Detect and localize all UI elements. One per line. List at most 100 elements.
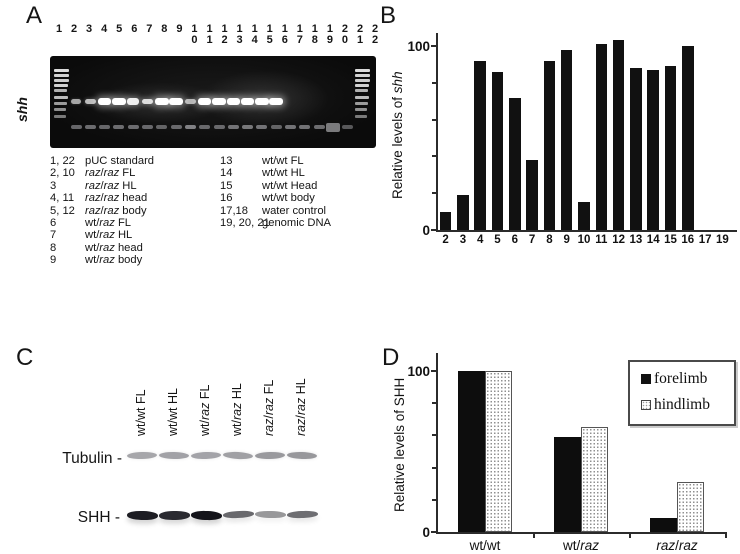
gel-lower-band xyxy=(142,124,153,130)
x-tick-label: 3 xyxy=(459,234,467,246)
x-tick-label: 10 xyxy=(577,234,591,246)
y-tick xyxy=(431,229,436,231)
lane-key-label: pUC standard xyxy=(85,155,155,167)
x-category-tick xyxy=(629,532,631,538)
x-tick-label: 6 xyxy=(511,234,518,246)
legend-label-forelimb: forelimb xyxy=(654,370,708,387)
tubulin-row-label: Tubulin - xyxy=(62,450,122,467)
lane-key-numbers: 19, 20, 21 xyxy=(220,217,270,229)
lane-key-row: 6 wt/raz FL xyxy=(50,217,131,229)
ladder-rung xyxy=(54,89,67,92)
panel-a-label: A xyxy=(26,2,43,29)
lane-key-row: 5, 12 raz/raz body xyxy=(50,205,147,217)
ladder-rung xyxy=(54,69,69,72)
bar-lane-4 xyxy=(474,60,486,230)
lane-key-numbers: 8 xyxy=(50,241,57,254)
lane-key-numbers: 2, 10 xyxy=(50,167,75,180)
legend-swatch-forelimb xyxy=(641,374,651,384)
gel-lower-band xyxy=(170,124,182,130)
bar-lane-14 xyxy=(647,69,659,230)
shh-band xyxy=(197,97,212,106)
y-tick xyxy=(431,45,436,47)
x-tick-label: 12 xyxy=(612,234,625,246)
y-minor-tick xyxy=(432,155,436,158)
lane-key-numbers: 17,18 xyxy=(220,204,248,217)
gel-image xyxy=(50,56,376,148)
x-tick-label: 5 xyxy=(494,234,501,246)
x-tick-label: 7 xyxy=(528,234,536,246)
lane-key-row: 15 wt/wt Head xyxy=(220,180,317,192)
hindlimb-bar-1 xyxy=(581,427,608,532)
lane-key-label: wt/raz HL xyxy=(85,229,133,242)
shh-band xyxy=(112,97,126,106)
ladder-rung xyxy=(54,84,68,87)
ladder-rung xyxy=(355,108,367,111)
lane-key-numbers: 7 xyxy=(50,229,57,242)
lane-key-label: genomic DNA xyxy=(262,217,332,229)
y-minor-tick xyxy=(432,498,436,501)
shh-band xyxy=(212,97,226,106)
bar-lane-11 xyxy=(595,44,608,230)
gel-lower-band xyxy=(313,124,325,130)
x-tick-label: 14 xyxy=(646,234,660,246)
lane-key-label: raz/raz FL xyxy=(85,167,136,180)
chart-b-y-axis xyxy=(436,33,438,232)
gel-lane-number: 4 xyxy=(101,23,108,35)
x-tick-label: 4 xyxy=(476,234,484,246)
y-tick-label: 0 xyxy=(422,223,430,238)
gel-lane-number: 2 xyxy=(70,23,78,35)
lane-key-numbers: 6 xyxy=(50,217,57,229)
gel-lower-band xyxy=(113,124,125,130)
forelimb-bar-1 xyxy=(554,437,581,532)
legend-swatch-hindlimb xyxy=(641,400,651,410)
lane-key-label: wt/raz head xyxy=(85,241,143,254)
shh-band xyxy=(155,97,169,106)
gel-lane-number: 6 xyxy=(131,23,138,35)
lane-key-label: wt/wt FL xyxy=(262,155,304,167)
ladder-rung xyxy=(355,96,369,99)
lane-key-numbers: 1, 22 xyxy=(50,155,75,167)
lane-key-numbers: 5, 12 xyxy=(50,204,75,217)
category-label: raz/raz xyxy=(656,538,698,553)
lane-key-row: 4, 11 raz/raz head xyxy=(50,192,147,204)
x-category-tick xyxy=(533,532,535,538)
gel-lane-number: 9 xyxy=(176,23,183,35)
gel-lower-band xyxy=(342,124,354,130)
gel-lower-band xyxy=(70,124,82,130)
shh-band xyxy=(169,97,183,106)
lane-key-row: 14 wt/wt HL xyxy=(220,167,305,179)
y-minor-tick xyxy=(432,402,436,405)
lane-key-label: raz/raz HL xyxy=(85,179,137,192)
bar-lane-3 xyxy=(457,195,469,230)
lane-key-numbers: 9 xyxy=(50,254,57,267)
panel-d-label: D xyxy=(382,344,400,371)
lane-key-row: 16 wt/wt body xyxy=(220,192,315,204)
ladder-rung xyxy=(54,74,69,77)
bar-lane-16 xyxy=(682,46,694,230)
gel-lower-band xyxy=(184,124,196,130)
gel-lane-number: 1 xyxy=(55,23,63,35)
hindlimb-bar-2 xyxy=(677,482,704,532)
y-tick-label: 100 xyxy=(407,39,430,54)
ladder-rung xyxy=(54,102,67,105)
chart-d-y-axis-title: Relative levels of SHH xyxy=(392,377,407,513)
ladder-rung xyxy=(54,79,69,82)
forelimb-bar-0 xyxy=(458,371,485,532)
gel-lower-band xyxy=(242,124,254,130)
bar-lane-12 xyxy=(612,40,625,230)
ladder-rung xyxy=(355,74,370,77)
chart-d-x-axis xyxy=(436,532,726,534)
y-minor-tick xyxy=(432,192,436,195)
x-tick-label: 16 xyxy=(681,234,695,246)
x-tick-label: 17 xyxy=(698,234,712,246)
gel-lower-band xyxy=(227,124,239,130)
bar-lane-6 xyxy=(509,97,521,230)
ladder-rung xyxy=(355,115,367,118)
